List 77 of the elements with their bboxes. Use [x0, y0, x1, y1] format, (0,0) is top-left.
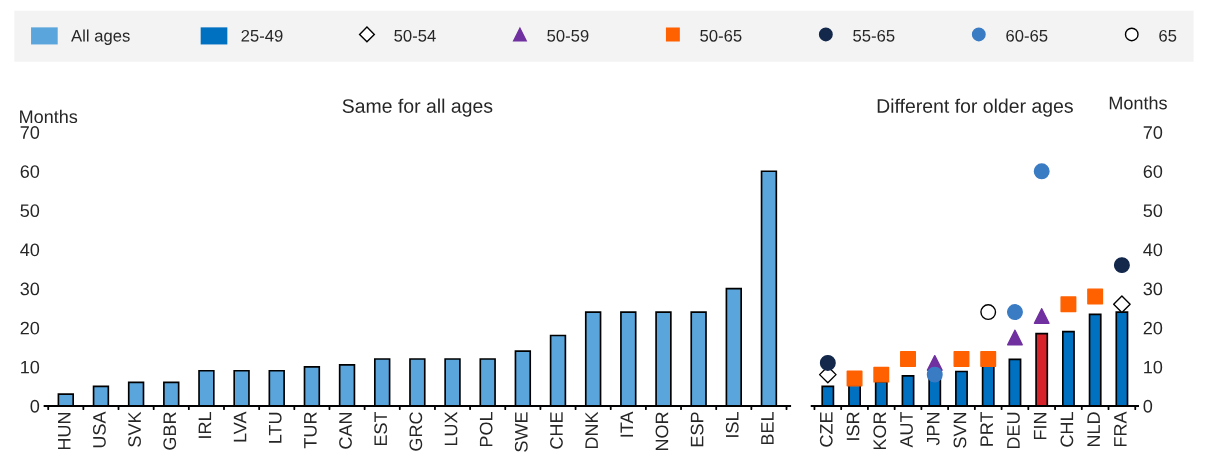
- legend-label: 60-65: [1006, 29, 1048, 42]
- point: [926, 366, 943, 383]
- chart-title: Same for all ages: [342, 98, 493, 117]
- x-tick-label: GBR: [163, 412, 177, 450]
- point: [1087, 288, 1104, 305]
- x-tick-label: PRT: [980, 411, 993, 446]
- y2-tick-label: 50: [1143, 204, 1163, 218]
- x-tick-label: HUN: [58, 412, 71, 450]
- x-tick-label: EST: [374, 411, 388, 446]
- x-tick-label: LVA: [233, 411, 247, 442]
- x-tick-label: SVN: [953, 412, 967, 448]
- point: [1113, 257, 1130, 274]
- y2-tick-label: 10: [1144, 360, 1163, 374]
- y-tick-label: 0: [30, 399, 40, 413]
- y2-tick-label: 20: [1143, 321, 1163, 335]
- x-tick-label: ESP: [690, 412, 704, 447]
- y2-tick-label: 0: [1143, 399, 1153, 413]
- x-tick-label: FIN: [1033, 412, 1047, 440]
- x-tick-label: SVK: [128, 411, 141, 447]
- y-tick-label: 70: [20, 126, 40, 139]
- point: [819, 354, 836, 371]
- x-tick-label: GRC: [409, 412, 423, 451]
- x-tick-label: CAN: [339, 412, 352, 449]
- x-tick-label: NOR: [655, 412, 669, 451]
- legend-label: All ages: [71, 29, 130, 45]
- chart-title: Different for older ages: [877, 98, 1073, 117]
- legend-label: 50-59: [547, 29, 589, 42]
- x-tick-label: SWE: [514, 412, 528, 452]
- x-tick-label: BEL: [761, 412, 774, 445]
- legend-label: 50-65: [700, 29, 742, 42]
- y2-tick-label: 30: [1143, 282, 1163, 296]
- y-tick-label: 60: [20, 165, 40, 178]
- x-tick-label: POL: [479, 412, 493, 447]
- legend-label: 65: [1159, 29, 1177, 42]
- x-tick-label: IRL: [198, 412, 212, 438]
- legend-label: 50-54: [394, 29, 436, 42]
- x-tick-label: DEU: [1007, 412, 1020, 449]
- point: [1112, 295, 1131, 314]
- y-tick-label: 50: [20, 204, 40, 218]
- x-tick-label: LTU: [268, 412, 282, 443]
- x-tick-label: CHL: [1060, 412, 1074, 447]
- y2-tick-label: 40: [1143, 243, 1163, 257]
- x-tick-label: LUX: [444, 411, 458, 446]
- point: [980, 304, 997, 321]
- point: [980, 351, 997, 367]
- x-tick-label: ITA: [620, 411, 633, 437]
- point: [1033, 163, 1050, 180]
- x-tick-label: CHE: [550, 412, 563, 449]
- point: [1006, 304, 1023, 321]
- y2-tick-label: 60: [1143, 165, 1163, 178]
- point: [1006, 329, 1023, 346]
- y-tick-label: 20: [20, 321, 40, 335]
- legend-label: 25-49: [241, 29, 283, 42]
- point: [873, 366, 890, 383]
- x-tick-label: USA: [93, 411, 106, 448]
- x-tick-label: ISL: [725, 412, 739, 437]
- point: [1033, 307, 1050, 324]
- x-tick-label: TUR: [304, 412, 317, 449]
- y2-axis-title: Months: [1109, 96, 1167, 110]
- x-tick-label: FRA: [1114, 411, 1127, 447]
- y-tick-label: 10: [21, 360, 40, 374]
- x-tick-label: KOR: [873, 412, 887, 450]
- point: [1060, 296, 1077, 313]
- y2-tick-label: 70: [1143, 126, 1163, 139]
- x-tick-label: ISR: [846, 412, 860, 440]
- y-tick-label: 40: [20, 243, 40, 257]
- x-tick-label: NLD: [1087, 412, 1100, 447]
- x-tick-label: CZE: [819, 412, 833, 447]
- x-tick-label: DNK: [585, 411, 598, 449]
- point: [846, 370, 863, 387]
- legend-label: 55-65: [853, 29, 895, 42]
- x-tick-label: JPN: [927, 412, 940, 446]
- x-tick-label: AUT: [900, 411, 913, 448]
- y-axis-title: Months: [20, 109, 78, 124]
- y-tick-label: 30: [20, 282, 40, 296]
- point: [953, 351, 970, 367]
- point: [900, 351, 916, 367]
